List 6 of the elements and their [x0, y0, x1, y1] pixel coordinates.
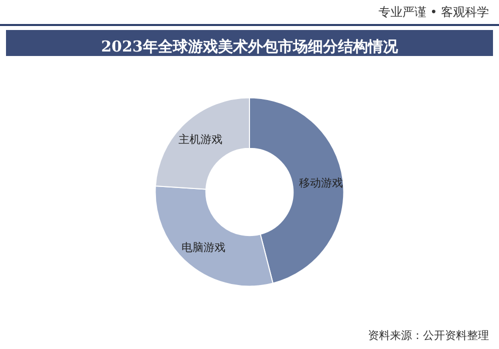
chart-title: 2023年全球游戏美术外包市场细分结构情况 — [101, 38, 399, 56]
text: 资料来源：公开资料整理 — [368, 329, 489, 342]
slice-label: 电脑游戏 — [182, 240, 226, 254]
text: 专业严谨 • 客观科学 — [378, 5, 490, 19]
slice-label: 移动游戏 — [298, 176, 343, 190]
slice-label: 主机游戏 — [178, 133, 222, 146]
